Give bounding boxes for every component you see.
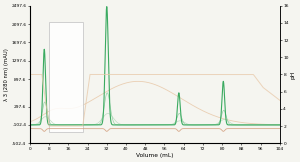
Y-axis label: pH: pH [291, 70, 296, 79]
Y-axis label: λ 3 (280 nm) (mAU): λ 3 (280 nm) (mAU) [4, 48, 9, 101]
X-axis label: Volume (mL): Volume (mL) [136, 153, 174, 158]
Bar [49, 22, 83, 132]
